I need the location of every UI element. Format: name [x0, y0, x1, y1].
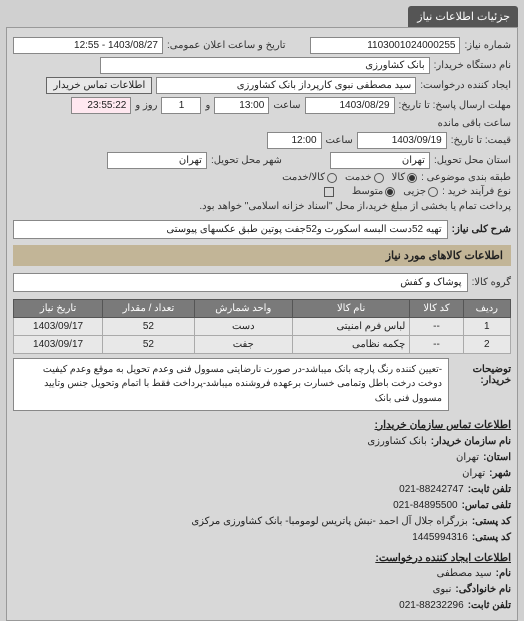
addr-l: کد پستی:	[472, 514, 511, 530]
contact-section: اطلاعات تماس سازمان خریدار: نام سازمان خ…	[13, 417, 511, 615]
price-date-field: 1403/09/19	[357, 132, 447, 149]
need-text: تهیه 52دست البسه اسکورت و52جفت پوتین طبق…	[13, 220, 448, 239]
org-name-v: بانک کشاورزی	[367, 434, 426, 450]
price-time-field: 12:00	[267, 132, 322, 149]
price-time-label: ساعت	[326, 135, 353, 146]
table-cell: 1403/09/17	[14, 318, 103, 336]
creator-field: سید مصطفی نبوی کارپرداز بانک کشاورزی	[156, 77, 416, 94]
announce-label: تاریخ و ساعت اعلان عمومی:	[167, 40, 286, 51]
subject-class-label: طبقه بندی موضوعی :	[421, 172, 511, 183]
treasury-checkbox[interactable]	[324, 187, 334, 197]
goods-section-title: اطلاعات کالاهای مورد نیاز	[13, 245, 511, 266]
ctel-v: 021-88232296	[399, 598, 464, 614]
buyer-desc-label: توضیحات خریدار:	[455, 358, 511, 386]
need-label: شرح کلی نیاز:	[452, 224, 511, 235]
tab-title: جزئیات اطلاعات نیاز	[408, 6, 518, 27]
table-header: تاریخ نیاز	[14, 300, 103, 318]
table-header: کد کالا	[410, 300, 463, 318]
table-cell: 1	[463, 318, 510, 336]
announce-field: 1403/08/27 - 12:55	[13, 37, 163, 54]
table-cell: دست	[194, 318, 292, 336]
table-cell: --	[410, 318, 463, 336]
city-v: تهران	[462, 466, 485, 482]
resp-date-field: 1403/08/29	[305, 97, 395, 114]
buyer-desc-text: -تعیین کننده رنگ پارچه بانک میباشد-در صو…	[13, 358, 449, 411]
resp-time-field: 13:00	[214, 97, 269, 114]
creator-contact-header: اطلاعات ایجاد کننده درخواست:	[13, 550, 511, 567]
table-cell: لباس فرم امنیتی	[292, 318, 410, 336]
radio-service-label: خدمت	[345, 172, 372, 183]
buyer-org-label: نام دستگاه خریدار:	[434, 60, 511, 71]
table-header: ردیف	[463, 300, 510, 318]
req-no-field: 1103001024000255	[310, 37, 460, 54]
resp-remain-label: ساعت باقی مانده	[438, 118, 511, 129]
post-v: 1445994316	[412, 530, 468, 546]
table-header: تعداد / مقدار	[103, 300, 195, 318]
price-deadline-label: قیمت: تا تاریخ:	[451, 135, 511, 146]
table-cell: 52	[103, 336, 195, 354]
resp-days-label: روز و	[135, 100, 157, 111]
radio-medium[interactable]	[385, 187, 395, 197]
table-header: نام کالا	[292, 300, 410, 318]
table-header: واحد شمارش	[194, 300, 292, 318]
table-cell: 52	[103, 318, 195, 336]
table-row: 1--لباس فرم امنیتیدست521403/09/17	[14, 318, 511, 336]
tel-l: تلفن ثابت:	[468, 482, 511, 498]
radio-service[interactable]	[374, 173, 384, 183]
main-panel: شماره نیاز: 1103001024000255 تاریخ و ساع…	[6, 27, 518, 621]
post-l: کد پستی:	[472, 530, 511, 546]
req-no-label: شماره نیاز:	[464, 40, 511, 51]
province-label: استان محل تحویل:	[434, 155, 511, 166]
radio-goods-service[interactable]	[327, 173, 337, 183]
city-field: تهران	[107, 152, 207, 169]
creator-label: ایجاد کننده درخواست:	[420, 80, 511, 91]
org-contact-header: اطلاعات تماس سازمان خریدار:	[13, 417, 511, 434]
city-l: شهر:	[489, 466, 511, 482]
city-label: شهر محل تحویل:	[211, 155, 282, 166]
resp-time-label: ساعت	[273, 100, 300, 111]
tel-v: 021-88242747	[399, 482, 464, 498]
table-cell: --	[410, 336, 463, 354]
contact-buyer-button[interactable]: اطلاعات تماس خریدار	[46, 77, 152, 94]
addr-v: بزرگراه جلال آل احمد -نبش پاتریس لومومبا…	[191, 514, 468, 530]
resp-remain-field: 23:55:22	[71, 97, 131, 114]
cname-l: نام:	[496, 566, 511, 582]
table-cell: جفت	[194, 336, 292, 354]
radio-goods[interactable]	[407, 173, 417, 183]
goods-table: ردیفکد کالانام کالاواحد شمارشتعداد / مقد…	[13, 299, 511, 354]
proc-type-label: نوع فرآیند خرید :	[442, 186, 511, 197]
treasury-note: پرداخت تمام یا بخشی از مبلغ خرید،از محل …	[199, 201, 511, 212]
org-name-l: نام سازمان خریدار:	[431, 434, 511, 450]
table-cell: چکمه نظامی	[292, 336, 410, 354]
ctel-l: تلفن ثابت:	[468, 598, 511, 614]
proc-radio-group: جزیی متوسط	[352, 186, 438, 197]
radio-partial[interactable]	[428, 187, 438, 197]
cname-v: سید مصطفی	[437, 566, 492, 582]
radio-medium-label: متوسط	[352, 186, 383, 197]
resp-deadline-label: مهلت ارسال پاسخ: تا تاریخ:	[399, 100, 511, 111]
group-label: گروه کالا:	[472, 277, 511, 288]
resp-and: و	[205, 100, 210, 111]
subject-radio-group: کالا خدمت کالا/خدمت	[282, 172, 417, 183]
radio-goods-label: کالا	[392, 172, 406, 183]
radio-partial-label: جزیی	[403, 186, 426, 197]
resp-days-field: 1	[161, 97, 201, 114]
province-field: تهران	[330, 152, 430, 169]
table-cell: 1403/09/17	[14, 336, 103, 354]
table-cell: 2	[463, 336, 510, 354]
radio-goods-service-label: کالا/خدمت	[282, 172, 325, 183]
group-value: پوشاک و کفش	[13, 273, 468, 292]
province-v: تهران	[456, 450, 479, 466]
fax-l: تلفی تماس:	[462, 498, 511, 514]
table-row: 2--چکمه نظامیجفت521403/09/17	[14, 336, 511, 354]
clast-l: نام خانوادگی:	[455, 582, 511, 598]
province-l: استان:	[483, 450, 511, 466]
buyer-org-field: بانک کشاورزی	[100, 57, 430, 74]
fax-v: 021-84895500	[393, 498, 458, 514]
clast-v: نبوی	[433, 582, 452, 598]
